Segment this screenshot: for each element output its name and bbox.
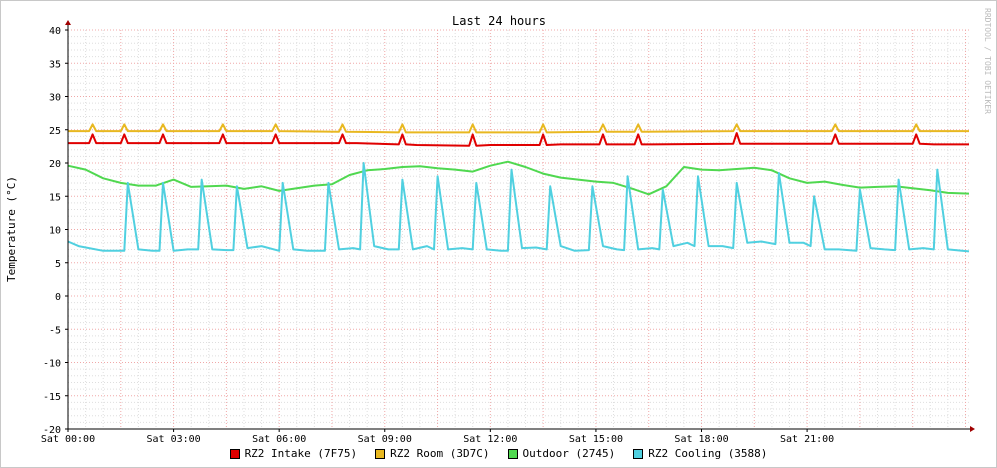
y-tick-label: 15: [49, 192, 61, 203]
watermark: RRDTOOL / TOBI OETIKER: [983, 8, 992, 114]
legend-label: RZ2 Intake (7F75): [244, 447, 358, 460]
legend-swatch: [375, 448, 386, 459]
legend-item: RZ2 Cooling (3588): [633, 447, 767, 460]
y-tick-label: -5: [49, 325, 61, 336]
y-axis-arrow: [65, 20, 71, 25]
series-line-3: [67, 160, 970, 196]
x-tick-label: Sat 21:00: [780, 434, 834, 445]
y-tick-label: 30: [49, 93, 61, 104]
y-tick-label: 5: [55, 259, 61, 270]
y-axis-label: Temperature (°C): [5, 176, 18, 282]
legend-swatch: [633, 448, 644, 459]
y-tick-label: 25: [49, 126, 61, 137]
x-axis-arrow: [970, 426, 975, 432]
y-tick-label: 10: [49, 226, 61, 237]
legend-swatch: [507, 448, 518, 459]
legend-swatch: [229, 448, 240, 459]
legend-label: Outdoor (2745): [522, 447, 616, 460]
legend-item: RZ2 Room (3D7C): [375, 447, 490, 460]
x-tick-label: Sat 09:00: [358, 434, 412, 445]
chart-title: Last 24 hours: [452, 14, 546, 28]
y-tick-label: 0: [55, 292, 61, 303]
legend-label: RZ2 Room (3D7C): [390, 447, 490, 460]
x-tick-label: Sat 03:00: [146, 434, 200, 445]
series-layer: [67, 123, 970, 253]
y-tick-label: 40: [49, 26, 61, 37]
x-tick-label: Sat 18:00: [674, 434, 728, 445]
y-tick-label: 20: [49, 159, 61, 170]
y-tick-label: -20: [43, 425, 61, 436]
series-line-2: [68, 123, 969, 134]
y-tick-label: -15: [43, 392, 61, 403]
x-tick-label: Sat 12:00: [463, 434, 517, 445]
legend-label: RZ2 Cooling (3588): [648, 447, 768, 460]
axes: [65, 20, 975, 432]
x-tick-label: Sat 15:00: [569, 434, 623, 445]
series-line-1: [68, 132, 969, 147]
legend-item: Outdoor (2745): [507, 447, 616, 460]
x-tick-label: Sat 00:00: [41, 434, 95, 445]
series-line-4: [67, 162, 970, 253]
y-tick-label: -10: [43, 359, 61, 370]
y-tick-label: 35: [49, 59, 61, 70]
x-tick-label: Sat 06:00: [252, 434, 306, 445]
legend: RZ2 Intake (7F75) RZ2 Room (3D7C) Outdoor …: [1, 447, 996, 460]
legend-item: RZ2 Intake (7F75): [229, 447, 358, 460]
